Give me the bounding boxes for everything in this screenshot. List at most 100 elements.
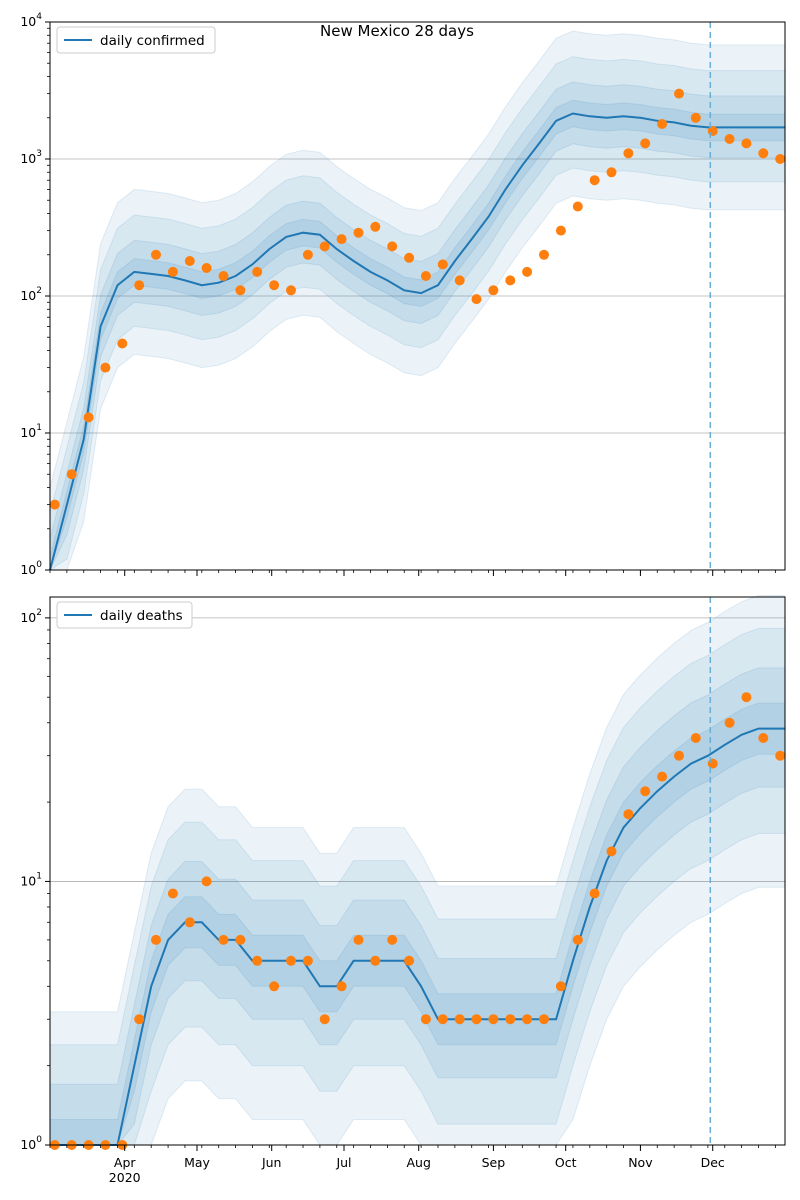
y-tick-label: 103 xyxy=(20,149,42,166)
observed-point xyxy=(336,981,347,992)
y-tick-label: 100 xyxy=(20,1135,42,1152)
observed-point xyxy=(741,692,752,703)
observed-point xyxy=(269,280,280,291)
x-tick-label: Aug xyxy=(406,1155,430,1170)
observed-point xyxy=(539,1014,549,1025)
observed-point xyxy=(151,934,161,945)
observed-point xyxy=(471,1014,482,1025)
deaths-observed-points xyxy=(49,692,786,1150)
observed-point xyxy=(640,138,651,149)
model-median-line xyxy=(49,112,785,571)
observed-point xyxy=(724,717,735,728)
x-tick-label: Nov xyxy=(628,1155,653,1170)
x-tick-label: Jul xyxy=(335,1155,351,1170)
observed-point xyxy=(66,469,77,480)
legend-label-deaths: daily deaths xyxy=(100,608,183,624)
observed-point xyxy=(572,934,583,945)
observed-point xyxy=(319,241,330,252)
observed-point xyxy=(623,148,634,159)
y-tick-label: 102 xyxy=(20,608,42,625)
observed-point xyxy=(488,285,499,296)
y-tick-label: 104 xyxy=(20,12,42,29)
observed-point xyxy=(286,285,296,296)
x-tick-label: May xyxy=(184,1155,210,1170)
x-tick-label: Sep xyxy=(482,1155,506,1170)
observed-point xyxy=(437,1014,448,1025)
observed-point xyxy=(522,266,533,277)
observed-point xyxy=(387,934,398,945)
observed-point xyxy=(353,227,364,238)
observed-point xyxy=(252,266,263,277)
observed-point xyxy=(674,88,684,99)
observed-point xyxy=(488,1014,499,1025)
observed-point xyxy=(286,955,296,966)
confirmed-legend: daily confirmed xyxy=(56,26,216,54)
observed-point xyxy=(302,249,313,260)
confirmed-model-line xyxy=(49,112,785,571)
observed-point xyxy=(539,249,549,260)
observed-point xyxy=(302,955,313,966)
deaths-axes-frame xyxy=(49,596,786,1146)
confirmed-x-ticks xyxy=(49,570,776,576)
observed-point xyxy=(353,934,364,945)
observed-point xyxy=(640,786,651,797)
observed-point xyxy=(370,221,381,232)
deaths-model-line xyxy=(50,727,785,1146)
deaths-legend: daily deaths xyxy=(56,601,193,629)
observed-point xyxy=(218,271,229,281)
observed-point xyxy=(555,981,566,992)
observed-point xyxy=(589,888,600,899)
observed-point xyxy=(690,733,701,743)
observed-point xyxy=(167,266,178,277)
observed-point xyxy=(420,271,431,281)
observed-point xyxy=(471,294,482,305)
observed-point xyxy=(606,167,617,178)
observed-point xyxy=(606,846,617,857)
observed-point xyxy=(505,275,516,286)
observed-point xyxy=(370,955,381,966)
legend-label-confirmed: daily confirmed xyxy=(100,33,205,49)
observed-point xyxy=(49,499,60,510)
deaths-bands xyxy=(49,595,786,1146)
observed-point xyxy=(707,758,718,769)
observed-point xyxy=(572,201,583,212)
legend-box xyxy=(56,601,193,629)
observed-point xyxy=(775,154,786,164)
observed-point xyxy=(336,234,347,245)
observed-point xyxy=(758,148,769,159)
observed-point xyxy=(690,112,701,123)
observed-point xyxy=(623,809,634,820)
observed-point xyxy=(117,338,128,349)
observed-point xyxy=(83,412,94,423)
observed-point xyxy=(167,888,178,899)
legend-box xyxy=(56,26,216,54)
observed-point xyxy=(218,934,229,945)
deaths-y-ticks: 100 101 102 xyxy=(20,608,50,1152)
observed-point xyxy=(252,955,263,966)
observed-point xyxy=(707,126,718,136)
observed-point xyxy=(758,733,769,743)
observed-point xyxy=(201,876,212,887)
y-tick-label: 102 xyxy=(20,286,42,303)
observed-point xyxy=(235,934,246,945)
observed-point xyxy=(134,1014,145,1025)
observed-point xyxy=(454,275,465,286)
confirmed-observed-points xyxy=(49,88,786,510)
confirmed-panel: 100 101 102 103 104 New Mexico 28 days daily… xyxy=(20,12,786,577)
observed-point xyxy=(775,750,786,761)
observed-point xyxy=(724,134,735,144)
x-tick-label: Apr xyxy=(114,1155,136,1170)
x-tick-label: Jun xyxy=(261,1155,282,1170)
y-tick-label: 101 xyxy=(20,423,42,440)
deaths-plot-area xyxy=(50,597,785,1145)
observed-point xyxy=(319,1014,330,1025)
observed-point xyxy=(269,981,280,992)
observed-point xyxy=(454,1014,465,1025)
observed-point xyxy=(555,225,566,236)
y-tick-label: 101 xyxy=(20,871,42,888)
observed-point xyxy=(235,285,246,296)
observed-point xyxy=(151,249,161,260)
